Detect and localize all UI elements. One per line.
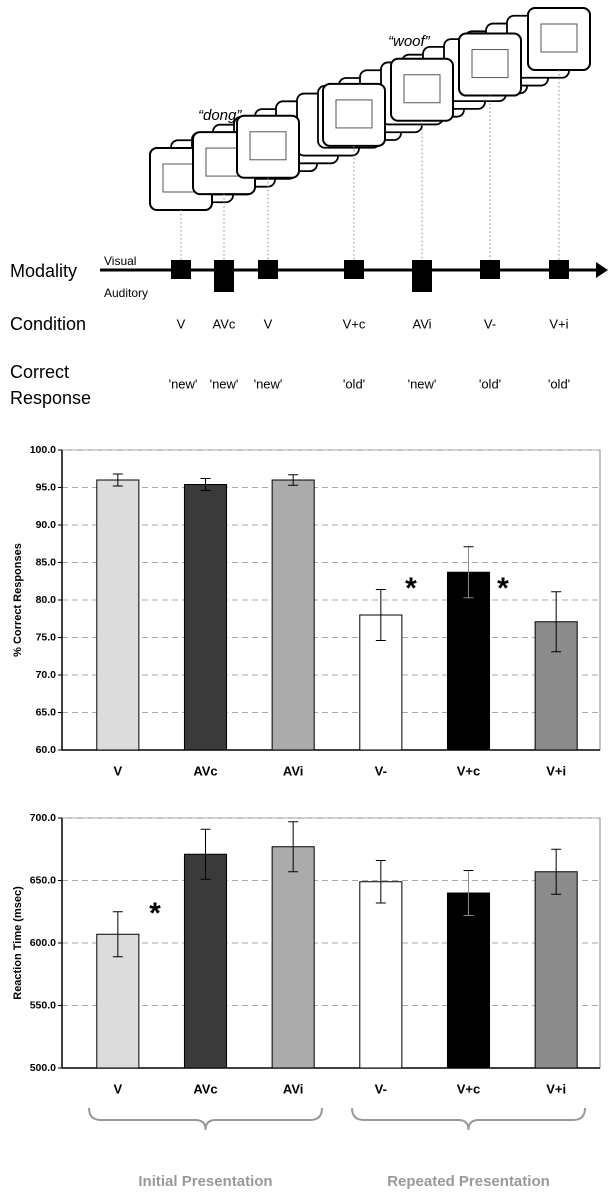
modality-label: Modality bbox=[10, 261, 77, 281]
x-tick-label: AVi bbox=[283, 763, 303, 778]
y-tick-label: 70.0 bbox=[36, 669, 57, 681]
y-tick-label: 500.0 bbox=[30, 1062, 56, 1074]
condition-label: Condition bbox=[10, 314, 86, 334]
y-tick-label: 75.0 bbox=[36, 631, 57, 643]
condition: AVi bbox=[412, 316, 431, 331]
trial-marker bbox=[480, 260, 500, 279]
correct-response: 'old' bbox=[479, 376, 501, 391]
trial-marker bbox=[258, 260, 278, 279]
bar bbox=[447, 572, 489, 750]
y-axis-label: % Correct Responses bbox=[12, 543, 24, 657]
bar bbox=[272, 847, 314, 1068]
modality-auditory: Auditory bbox=[104, 286, 148, 300]
y-tick-label: 100.0 bbox=[30, 444, 56, 456]
stimulus-card bbox=[459, 34, 521, 96]
correct-response: 'new' bbox=[408, 376, 437, 391]
y-axis-label: Reaction Time (msec) bbox=[12, 886, 24, 1000]
y-tick-label: 85.0 bbox=[36, 556, 57, 568]
significance-star: * bbox=[405, 572, 417, 605]
y-tick-label: 90.0 bbox=[36, 519, 57, 531]
significance-star: * bbox=[497, 572, 509, 605]
bar bbox=[184, 854, 226, 1068]
x-tick-label: V+c bbox=[457, 763, 481, 778]
y-tick-label: 65.0 bbox=[36, 706, 57, 718]
bar bbox=[272, 480, 314, 750]
trial-marker bbox=[214, 260, 234, 292]
timeline-arrowhead bbox=[596, 262, 608, 278]
condition: V bbox=[264, 316, 273, 331]
group-brace bbox=[352, 1108, 585, 1130]
trial-marker bbox=[549, 260, 569, 279]
stimulus-card bbox=[391, 59, 453, 121]
bar bbox=[184, 485, 226, 751]
condition: AVc bbox=[213, 316, 236, 331]
y-tick-label: 650.0 bbox=[30, 874, 56, 886]
figure: “dong” “woof” Modality Visual Auditory V 'new'… bbox=[0, 0, 610, 1201]
group-label: Repeated Presentation bbox=[387, 1173, 550, 1190]
trial-marker bbox=[344, 260, 364, 279]
bar bbox=[360, 882, 402, 1068]
bar bbox=[535, 872, 577, 1068]
stimulus-card bbox=[237, 116, 299, 178]
modality-visual: Visual bbox=[104, 254, 136, 268]
x-tick-label: AVc bbox=[193, 763, 217, 778]
bar bbox=[447, 893, 489, 1068]
condition: V+c bbox=[343, 316, 366, 331]
condition: V bbox=[177, 316, 186, 331]
y-tick-label: 60.0 bbox=[36, 744, 57, 756]
y-tick-label: 550.0 bbox=[30, 999, 56, 1011]
group-brace bbox=[89, 1108, 322, 1130]
x-tick-label: V+i bbox=[546, 1081, 566, 1096]
stimulus-card bbox=[323, 84, 385, 146]
correct-response: 'old' bbox=[548, 376, 570, 391]
x-tick-label: AVi bbox=[283, 1081, 303, 1096]
x-tick-label: V- bbox=[375, 1081, 387, 1096]
y-tick-label: 600.0 bbox=[30, 937, 56, 949]
significance-star: * bbox=[149, 897, 161, 930]
y-tick-label: 95.0 bbox=[36, 481, 57, 493]
response-label: Correct bbox=[10, 362, 69, 382]
x-tick-label: V bbox=[113, 763, 122, 778]
correct-response: 'new' bbox=[169, 376, 198, 391]
stimulus-card bbox=[528, 8, 590, 70]
correct-response: 'new' bbox=[210, 376, 239, 391]
x-tick-label: V+c bbox=[457, 1081, 481, 1096]
x-tick-label: V- bbox=[375, 763, 387, 778]
trial-marker bbox=[171, 260, 191, 279]
correct-response: 'new' bbox=[254, 376, 283, 391]
bar bbox=[97, 480, 139, 750]
correct-response: 'old' bbox=[343, 376, 365, 391]
x-tick-label: V+i bbox=[546, 763, 566, 778]
x-tick-label: AVc bbox=[193, 1081, 217, 1096]
x-tick-label: V bbox=[113, 1081, 122, 1096]
condition: V- bbox=[484, 316, 496, 331]
condition: V+i bbox=[549, 316, 568, 331]
sound-label: “woof” bbox=[388, 33, 431, 50]
trial-marker bbox=[412, 260, 432, 292]
response-label: Response bbox=[10, 388, 91, 408]
sound-label: “dong” bbox=[198, 107, 242, 124]
y-tick-label: 80.0 bbox=[36, 594, 57, 606]
group-label: Initial Presentation bbox=[138, 1173, 272, 1190]
y-tick-label: 700.0 bbox=[30, 812, 56, 824]
